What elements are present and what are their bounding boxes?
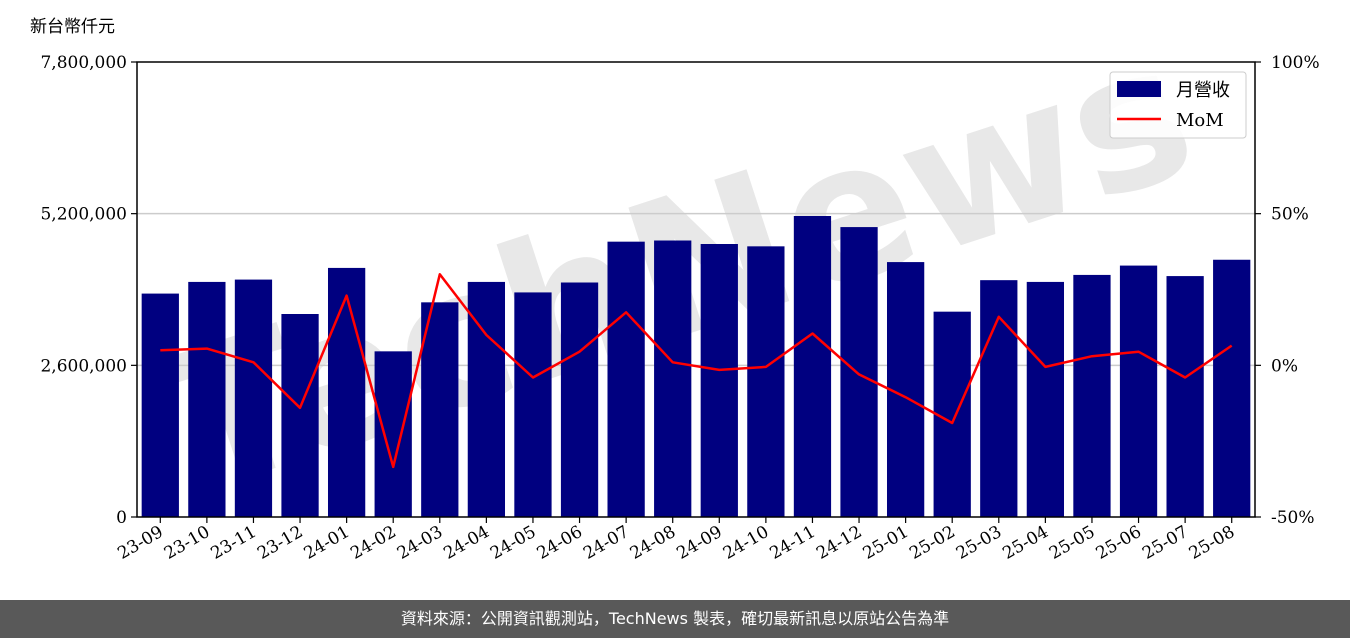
- x-tick-label-23-09: 23-09: [114, 522, 166, 564]
- x-tick-label-25-07: 25-07: [1139, 522, 1191, 564]
- bar-24-11: [793, 216, 832, 517]
- x-tick-label-24-05: 24-05: [487, 522, 539, 564]
- y-left-tick-label-1: 2,600,000: [40, 356, 127, 376]
- x-tick-label-25-08: 25-08: [1186, 522, 1238, 564]
- bar-23-09: [141, 293, 179, 517]
- x-tick-label-24-04: 24-04: [440, 522, 492, 564]
- bar-24-04: [467, 281, 506, 517]
- y-right-tick-label-3: 100%: [1271, 53, 1320, 73]
- bar-25-04: [1026, 281, 1065, 517]
- x-tick-label-24-12: 24-12: [813, 522, 865, 564]
- x-tick-label-25-01: 25-01: [860, 522, 912, 564]
- legend-swatch-revenue: [1117, 81, 1161, 97]
- x-tick-label-24-02: 24-02: [347, 522, 399, 564]
- legend-label-mom: MoM: [1176, 110, 1224, 131]
- mom-line-series: [160, 273, 1233, 469]
- bar-24-06: [560, 282, 599, 517]
- x-tick-label-24-03: 24-03: [394, 522, 446, 564]
- bar-25-07: [1166, 276, 1204, 517]
- y-left-tick-label-2: 5,200,000: [40, 205, 127, 225]
- bar-23-10: [188, 281, 226, 517]
- chart-canvas: TechNews 02,600,0005,200,0007,800,000-50…: [30, 0, 1320, 564]
- legend-label-revenue: 月營收: [1176, 80, 1230, 101]
- bar-23-12: [281, 314, 319, 517]
- bar-24-08: [654, 240, 692, 517]
- x-tick-label-24-10: 24-10: [720, 522, 772, 564]
- bar-25-06: [1119, 265, 1158, 517]
- y-unit-label: 新台幣仟元: [30, 17, 115, 37]
- bar-25-02: [933, 311, 971, 517]
- x-tick-label-24-07: 24-07: [580, 522, 632, 564]
- x-tick-label-23-12: 23-12: [254, 522, 306, 564]
- bar-25-01: [886, 262, 925, 517]
- bar-24-01: [327, 267, 366, 517]
- mom-line: [160, 273, 1233, 469]
- bar-24-03: [421, 302, 459, 517]
- bar-24-10: [747, 246, 785, 518]
- x-tick-label-24-11: 24-11: [767, 522, 819, 564]
- bar-25-08: [1213, 259, 1251, 517]
- x-tick-label-25-03: 25-03: [953, 522, 1005, 564]
- x-tick-label-25-06: 25-06: [1093, 522, 1145, 564]
- source-footer: 資料來源：公開資訊觀測站，TechNews 製表，確切最新訊息以原站公告為準: [0, 600, 1350, 638]
- x-tick-label-25-02: 25-02: [906, 522, 958, 564]
- bar-24-12: [840, 227, 878, 518]
- bar-24-09: [700, 244, 738, 517]
- x-tick-label-25-04: 25-04: [999, 522, 1051, 564]
- legend: 月營收 MoM: [1109, 71, 1247, 139]
- bar-24-07: [607, 241, 645, 517]
- bar-23-11: [234, 279, 273, 517]
- y-left-tick-label-3: 7,800,000: [40, 53, 127, 73]
- y-right-tick-label-1: 0%: [1271, 356, 1298, 376]
- y-right-tick-label-0: -50%: [1271, 508, 1315, 528]
- y-right-tick-label-2: 50%: [1271, 205, 1309, 225]
- x-tick-label-25-05: 25-05: [1046, 522, 1098, 564]
- x-tick-label-24-06: 24-06: [534, 522, 586, 564]
- bar-25-05: [1073, 274, 1111, 517]
- bar-24-02: [374, 351, 412, 517]
- bar-24-05: [514, 292, 552, 517]
- plot-frame: [136, 61, 1256, 518]
- x-tick-label-24-08: 24-08: [627, 522, 679, 564]
- x-tick-label-23-10: 23-10: [161, 522, 213, 564]
- x-tick-label-24-01: 24-01: [301, 522, 353, 564]
- y-left-tick-label-0: 0: [116, 508, 127, 528]
- x-tick-label-24-09: 24-09: [673, 522, 725, 564]
